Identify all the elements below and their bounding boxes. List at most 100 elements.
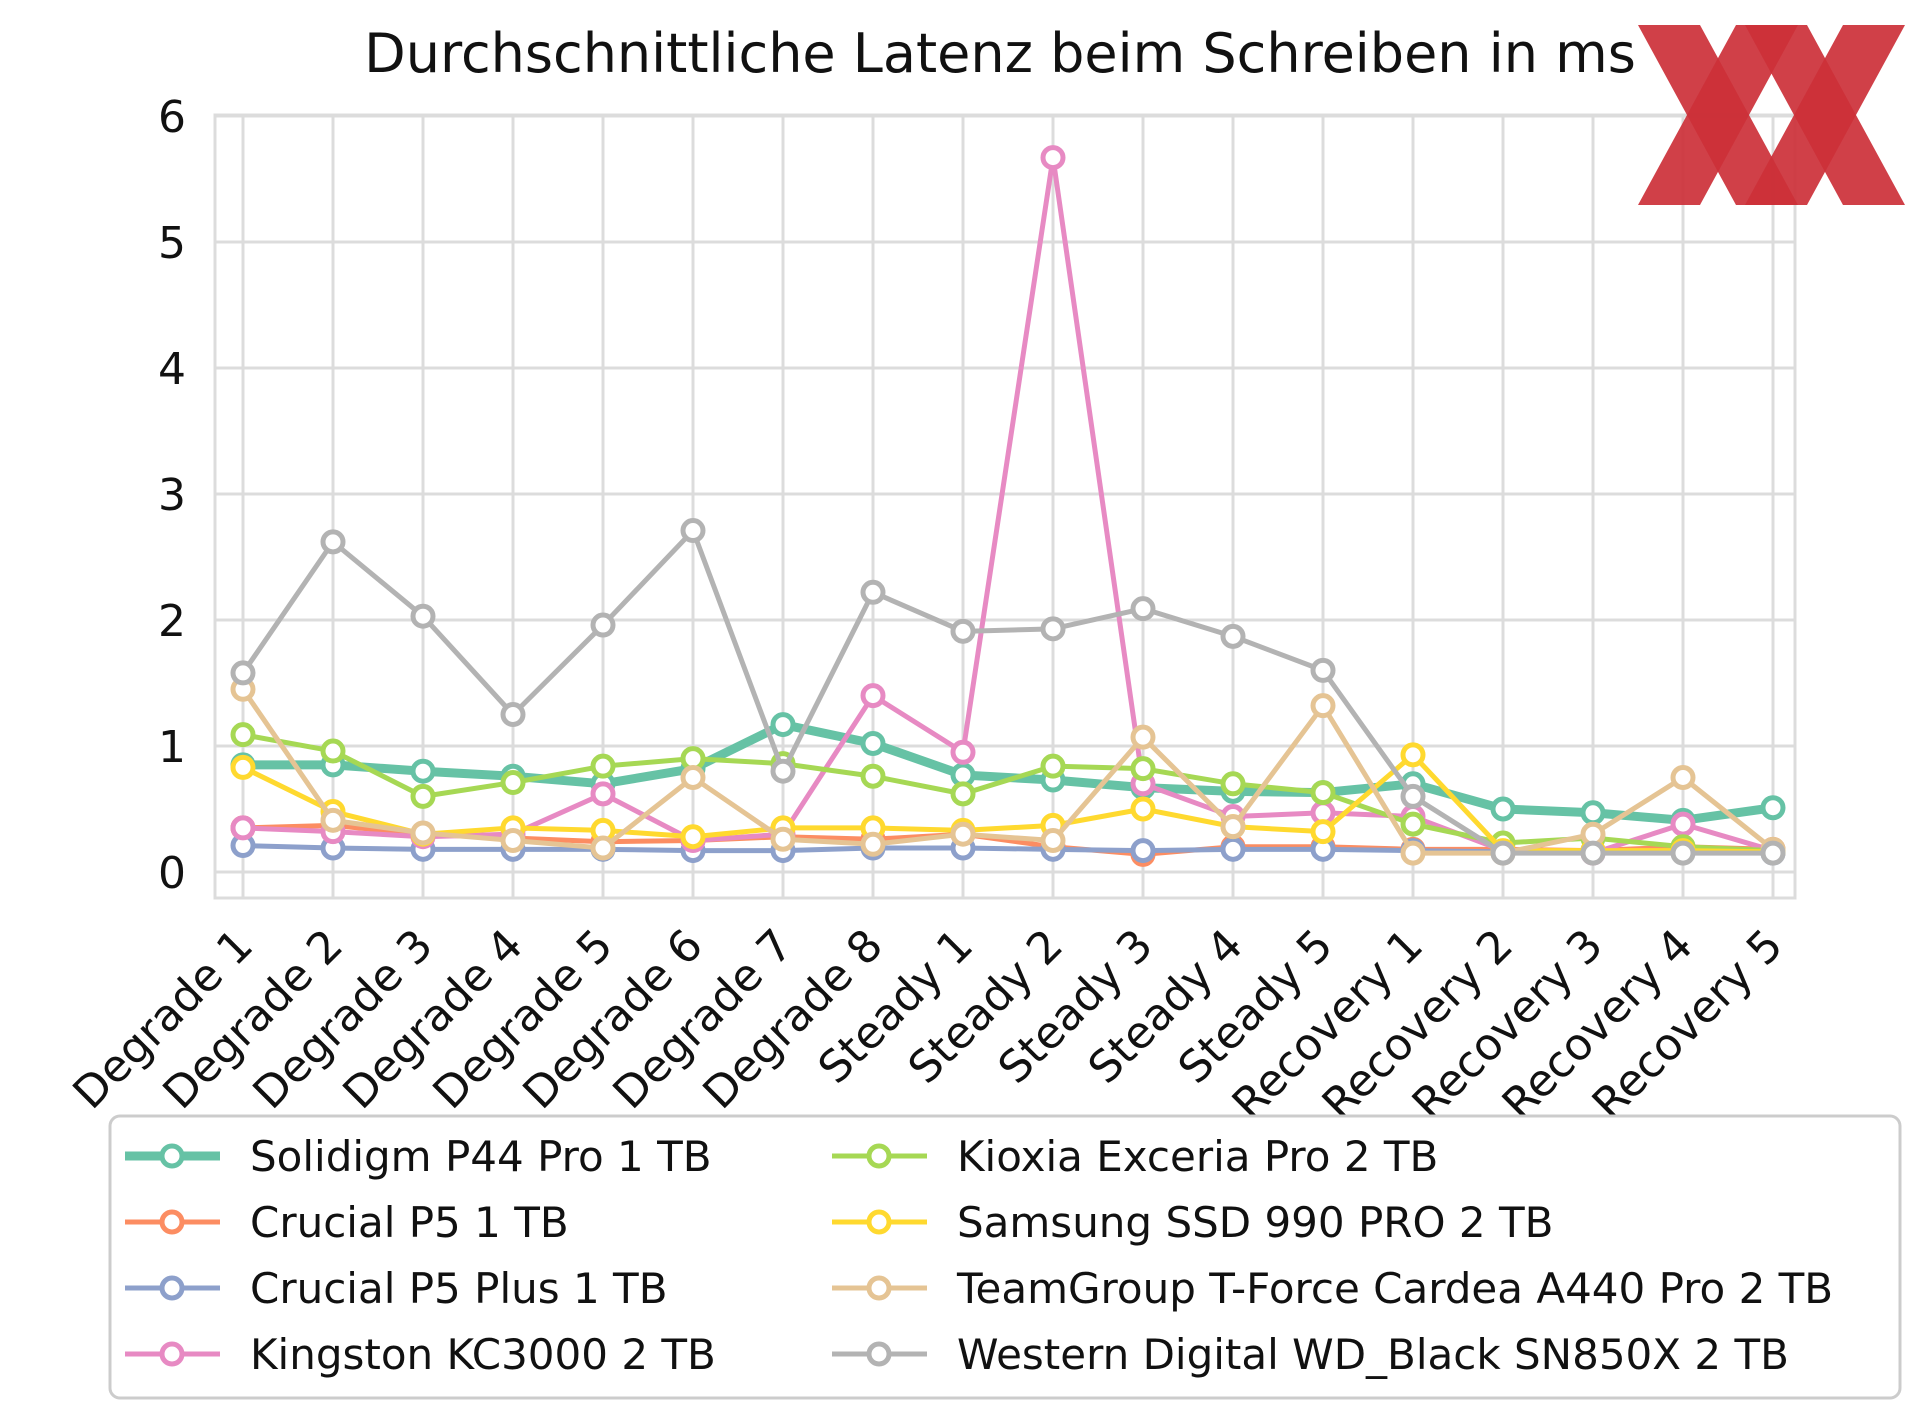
y-tick-label: 1 bbox=[158, 722, 186, 773]
data-point bbox=[680, 765, 706, 790]
y-tick-label: 5 bbox=[158, 218, 186, 269]
logo-stroke bbox=[1745, 25, 1905, 205]
data-point bbox=[680, 518, 706, 544]
legend-label: Solidigm P44 Pro 1 TB bbox=[250, 1132, 712, 1181]
data-point bbox=[320, 807, 346, 833]
data-point bbox=[1130, 724, 1156, 750]
data-point bbox=[1580, 840, 1606, 866]
data-point bbox=[1670, 765, 1696, 790]
series-line bbox=[240, 528, 1773, 856]
legend-label: Crucial P5 Plus 1 TB bbox=[250, 1264, 668, 1313]
legend: Solidigm P44 Pro 1 TB Crucial P5 1 TB Cruc… bbox=[108, 1114, 1902, 1400]
data-point bbox=[590, 781, 616, 807]
data-point bbox=[410, 783, 436, 809]
legend-swatch-marker bbox=[159, 1143, 185, 1169]
data-point bbox=[770, 712, 796, 738]
y-tick-label: 6 bbox=[158, 92, 186, 143]
legend-label: Kioxia Exceria Pro 2 TB bbox=[957, 1132, 1438, 1181]
data-point bbox=[1040, 145, 1066, 171]
legend-swatch-marker bbox=[866, 1209, 892, 1235]
data-point bbox=[1220, 814, 1246, 840]
data-point bbox=[950, 781, 976, 807]
data-point bbox=[1040, 616, 1066, 642]
series-line bbox=[243, 720, 1774, 825]
data-point bbox=[770, 826, 796, 852]
data-point bbox=[1130, 596, 1156, 622]
data-point bbox=[500, 828, 526, 853]
y-axis-ticks: 0 1 2 3 4 5 6 bbox=[158, 92, 186, 899]
data-point bbox=[1130, 756, 1156, 782]
y-tick-label: 3 bbox=[158, 470, 186, 521]
series-line bbox=[240, 687, 1775, 856]
data-point bbox=[590, 612, 616, 638]
series-0 bbox=[230, 712, 1786, 833]
data-point bbox=[1760, 795, 1786, 821]
legend-item: Kioxia Exceria Pro 2 TB bbox=[832, 1132, 1438, 1181]
data-point bbox=[230, 722, 256, 748]
legend-label: Western Digital WD_Black SN850X 2 TB bbox=[957, 1330, 1789, 1379]
data-point bbox=[950, 618, 976, 644]
logo-stroke bbox=[1638, 25, 1798, 205]
data-point bbox=[1400, 811, 1426, 837]
data-point bbox=[230, 815, 256, 841]
data-point bbox=[590, 835, 616, 861]
y-tick-label: 0 bbox=[158, 848, 186, 899]
data-point bbox=[1580, 800, 1606, 826]
data-point bbox=[1220, 771, 1246, 797]
data-point bbox=[1310, 657, 1336, 683]
y-tick-label: 4 bbox=[158, 344, 186, 395]
data-point bbox=[1670, 811, 1696, 837]
data-point bbox=[1040, 753, 1066, 779]
y-tick-label: 2 bbox=[158, 596, 186, 647]
legend-label: TeamGroup T-Force Cardea A440 Pro 2 TB bbox=[956, 1264, 1833, 1313]
data-point bbox=[230, 660, 256, 686]
data-point bbox=[1670, 840, 1696, 866]
legend-item: Crucial P5 Plus 1 TB bbox=[125, 1264, 668, 1313]
data-point bbox=[860, 730, 886, 756]
series-3 bbox=[230, 145, 1786, 866]
legend-item: Solidigm P44 Pro 1 TB bbox=[125, 1132, 712, 1181]
data-point bbox=[950, 739, 976, 765]
legend-label: Samsung SSD 990 PRO 2 TB bbox=[957, 1198, 1553, 1247]
legend-item: TeamGroup T-Force Cardea A440 Pro 2 TB bbox=[832, 1264, 1833, 1313]
data-point bbox=[1310, 693, 1336, 719]
data-point bbox=[230, 754, 256, 780]
legend-item: Western Digital WD_Black SN850X 2 TB bbox=[832, 1330, 1789, 1379]
data-point bbox=[1310, 780, 1336, 806]
data-point bbox=[860, 683, 886, 709]
legend-swatch-marker bbox=[866, 1341, 892, 1367]
legend-swatch-marker bbox=[159, 1209, 185, 1235]
data-point bbox=[320, 738, 346, 764]
data-point bbox=[410, 603, 436, 629]
data-point bbox=[770, 758, 796, 784]
legend-item: Samsung SSD 990 PRO 2 TB bbox=[832, 1198, 1553, 1247]
legend-box bbox=[108, 1114, 1902, 1400]
series-line bbox=[242, 732, 1774, 854]
data-point bbox=[1400, 783, 1426, 809]
data-point bbox=[590, 753, 616, 779]
data-point bbox=[1760, 840, 1786, 866]
legend-label: Kingston KC3000 2 TB bbox=[250, 1330, 716, 1379]
legend-swatch-marker bbox=[866, 1275, 892, 1301]
data-point bbox=[1040, 828, 1066, 853]
data-point bbox=[950, 821, 976, 847]
data-point bbox=[1220, 836, 1246, 862]
data-point bbox=[1490, 796, 1516, 822]
data-point bbox=[1130, 796, 1156, 822]
legend-label: Crucial P5 1 TB bbox=[250, 1198, 569, 1247]
legend-item: Kingston KC3000 2 TB bbox=[125, 1330, 716, 1379]
legend-swatch-marker bbox=[159, 1341, 185, 1367]
series-group bbox=[230, 145, 1786, 867]
data-point bbox=[1220, 623, 1246, 649]
data-point bbox=[860, 579, 886, 605]
xx-logo bbox=[1638, 25, 1905, 205]
data-point bbox=[1400, 840, 1426, 866]
data-point bbox=[500, 702, 526, 727]
data-point bbox=[680, 824, 706, 850]
data-point bbox=[500, 770, 526, 796]
series-7 bbox=[230, 518, 1786, 866]
data-point bbox=[860, 831, 886, 857]
legend-swatch-marker bbox=[866, 1143, 892, 1169]
